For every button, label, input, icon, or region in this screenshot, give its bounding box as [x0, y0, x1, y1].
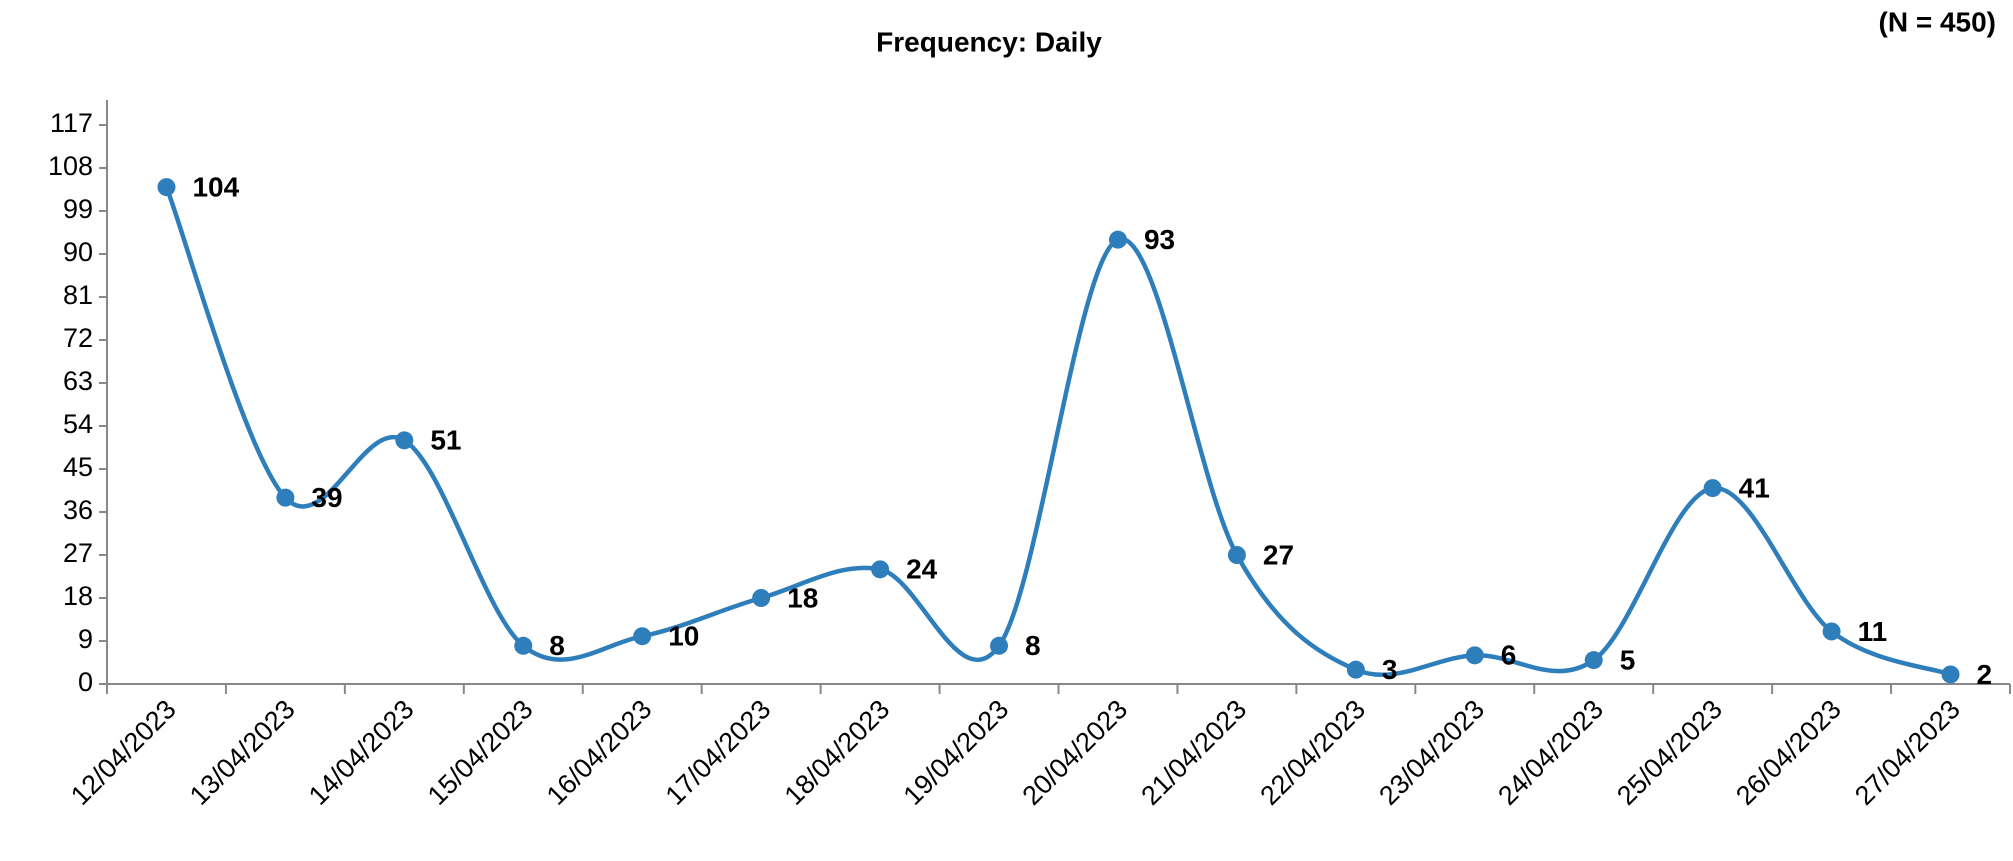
x-tick-label: 19/04/2023	[898, 694, 1015, 811]
point	[395, 431, 414, 450]
x-tick-label: 24/04/2023	[1492, 694, 1609, 811]
point	[633, 627, 652, 646]
point	[157, 178, 176, 197]
x-tick-label: 12/04/2023	[65, 694, 182, 811]
y-tick-label: 36	[63, 495, 93, 525]
data-label: 18	[787, 582, 818, 613]
x-tick-label: 16/04/2023	[541, 694, 658, 811]
y-tick-label: 0	[78, 667, 93, 697]
x-tick-label: 14/04/2023	[303, 694, 420, 811]
x-tick-label: 23/04/2023	[1373, 694, 1490, 811]
data-label: 5	[1620, 645, 1636, 676]
y-tick-label: 108	[48, 151, 93, 181]
chart-title: Frequency: Daily	[876, 26, 1102, 57]
point	[1703, 479, 1722, 498]
y-tick-label: 9	[78, 624, 93, 654]
x-tick-label: 22/04/2023	[1254, 694, 1371, 811]
point	[1346, 660, 1365, 679]
data-label: 8	[1025, 630, 1041, 661]
x-tick-label: 27/04/2023	[1849, 694, 1966, 811]
y-tick-label: 45	[63, 452, 93, 482]
data-label: 3	[1382, 654, 1398, 685]
point	[1584, 651, 1603, 670]
data-label: 6	[1501, 640, 1517, 671]
point	[1108, 230, 1127, 249]
point	[276, 488, 295, 507]
y-tick-label: 99	[63, 194, 93, 224]
x-tick-label: 26/04/2023	[1730, 694, 1847, 811]
y-tick-label: 72	[63, 323, 93, 353]
line	[164, 186, 1952, 677]
y-tick-label: 63	[63, 366, 93, 396]
point	[1822, 622, 1841, 641]
x-tick-label: 20/04/2023	[1016, 694, 1133, 811]
data-label: 41	[1739, 473, 1770, 504]
point	[990, 636, 1009, 655]
y-tick-label: 54	[63, 409, 93, 439]
data-label: 2	[1977, 659, 1993, 690]
point	[1465, 646, 1484, 665]
y-tick-label: 18	[63, 581, 93, 611]
y-tick-label: 117	[50, 108, 93, 138]
point	[514, 636, 533, 655]
point	[1941, 665, 1960, 684]
data-label: 51	[430, 425, 461, 456]
x-tick-label: 21/04/2023	[1135, 694, 1252, 811]
point	[752, 589, 771, 607]
y-tick-label: 81	[63, 280, 93, 310]
data-label: 11	[1858, 616, 1888, 647]
data-label: 93	[1144, 224, 1175, 255]
data-label: 8	[549, 630, 565, 661]
x-tick-label: 17/04/2023	[660, 694, 777, 811]
point	[871, 560, 890, 579]
x-tick-label: 15/04/2023	[422, 694, 539, 811]
x-tick-label: 25/04/2023	[1611, 694, 1728, 811]
x-tick-label: 18/04/2023	[779, 694, 896, 811]
data-label: 104	[192, 172, 239, 203]
data-label: 27	[1263, 539, 1294, 570]
x-tick-label: 13/04/2023	[184, 694, 301, 811]
y-tick-label: 27	[63, 538, 93, 568]
data-label: 10	[668, 621, 699, 652]
data-label: 24	[906, 554, 938, 585]
chart-subtitle: (N = 450)	[1879, 6, 1997, 37]
y-tick-label: 90	[63, 237, 93, 267]
point	[1227, 546, 1246, 564]
data-label: 39	[311, 482, 342, 513]
